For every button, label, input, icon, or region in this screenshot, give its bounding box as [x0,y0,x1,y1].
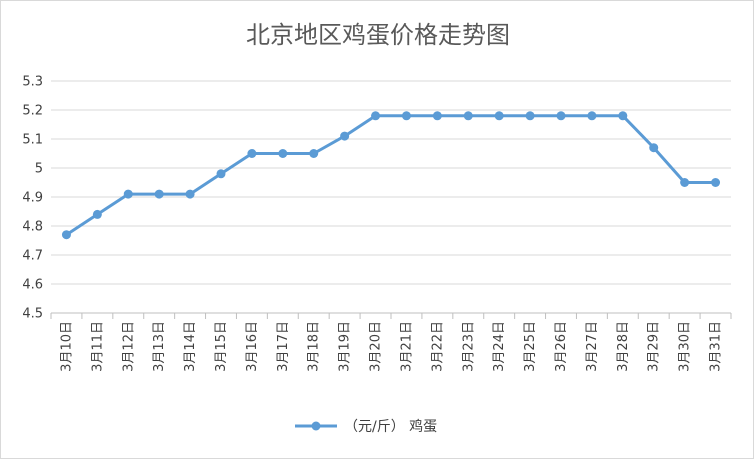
data-point [649,143,659,153]
x-tick-label: 3月21日 [399,321,414,372]
x-tick-label: 3月11日 [90,321,105,372]
x-tick-label: 3月27日 [585,321,600,372]
data-point [278,149,288,158]
gridlines [51,80,731,314]
y-axis: 4.5 4.6 4.7 4.8 4.9 5 5.1 5.2 5.3 [22,75,43,322]
data-point [556,111,566,121]
x-tick-label: 3月25日 [523,321,538,372]
x-axis: 3月10日 3月11日 3月12日 3月13日 3月14日 3月15日 3月16日 3月17日… [50,313,732,372]
series-line [65,114,716,236]
y-tick-label: 5.2 [22,104,43,119]
data-point [463,111,473,121]
x-tick-label: 3月23日 [461,321,476,372]
x-tick-label: 3月18日 [307,321,322,372]
data-point [340,131,350,141]
data-point [123,189,133,199]
y-tick-label: 4.9 [22,191,43,206]
x-tick-label: 3月10日 [59,321,74,372]
y-tick-label: 4.6 [22,278,43,293]
legend-label: （元/斤） 鸡蛋 [344,418,437,435]
data-point [154,189,164,199]
x-tick-label: 3月14日 [183,321,198,372]
y-tick-label: 5 [35,162,43,177]
data-point [247,149,257,158]
data-point [494,111,504,121]
data-point [371,111,381,121]
x-tick-label: 3月13日 [152,321,167,372]
data-point [401,111,411,121]
legend-marker [311,421,321,431]
y-tick-label: 4.8 [22,220,43,235]
legend: （元/斤） 鸡蛋 [295,418,437,435]
x-tick-label: 3月24日 [492,321,507,372]
x-tick-label: 3月28日 [616,321,631,372]
data-point [587,111,597,121]
data-point [92,209,102,219]
x-tick-label: 3月15日 [214,321,229,372]
chart-title: 北京地区鸡蛋价格走势图 [246,21,510,49]
data-point [680,178,690,187]
x-tick-label: 3月16日 [245,321,260,372]
data-point [185,189,195,199]
y-tick-label: 4.7 [22,249,43,264]
x-tick-label: 3月20日 [369,321,384,372]
data-point [711,178,721,187]
x-tick-label: 3月26日 [554,321,569,372]
data-point [61,230,71,240]
x-tick-label: 3月29日 [647,321,662,372]
x-tick-label: 3月22日 [430,321,445,372]
y-tick-label: 5.1 [22,133,43,148]
x-tick-label: 3月17日 [276,321,291,372]
data-point [309,149,319,158]
data-point [618,111,628,121]
x-tick-label: 3月30日 [678,321,693,372]
data-point [432,111,442,121]
data-point [216,169,226,179]
data-point [525,111,535,121]
series-layer [61,111,721,240]
y-tick-label: 5.3 [22,75,43,90]
x-tick-label: 3月12日 [121,321,136,372]
x-tick-label: 3月19日 [338,321,353,372]
y-tick-label: 4.5 [22,307,43,322]
x-tick-label: 3月31日 [709,321,724,372]
